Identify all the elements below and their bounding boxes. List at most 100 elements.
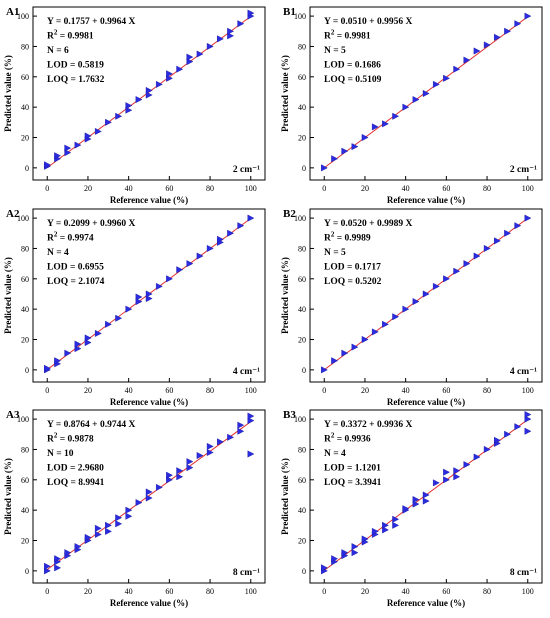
data-point [247, 450, 255, 458]
data-point [94, 329, 102, 337]
resolution-label: 8 cm⁻¹ [510, 568, 537, 578]
x-tick-label: 40 [402, 587, 410, 596]
panel-label: B1 [283, 6, 296, 18]
stat-r-squared: R2 = 0.9981 [47, 29, 94, 42]
data-point [115, 112, 123, 120]
x-tick-label: 100 [245, 184, 257, 193]
y-tick-label: 20 [298, 537, 306, 546]
resolution-label: 2 cm⁻¹ [510, 165, 537, 175]
x-tick-label: 20 [361, 184, 369, 193]
y-tick-label: 40 [298, 305, 306, 314]
x-tick-label: 40 [125, 184, 133, 193]
data-point [463, 461, 471, 469]
data-point [227, 229, 235, 237]
data-point [155, 483, 163, 491]
y-tick-label: 0 [25, 164, 29, 173]
data-point [402, 103, 410, 111]
data-point [217, 235, 224, 243]
data-point [483, 244, 491, 252]
x-tick-label: 80 [483, 386, 491, 395]
x-tick-label: 100 [522, 386, 534, 395]
data-point [361, 535, 369, 543]
data-point [237, 20, 245, 28]
x-axis-title: Reference value (%) [387, 397, 465, 407]
x-axis-title: Reference value (%) [110, 195, 188, 205]
y-tick-label: 40 [21, 506, 29, 515]
stat-line: LOD = 0.6955 [47, 263, 104, 273]
data-point [463, 260, 471, 268]
y-tick-label: 0 [302, 567, 306, 576]
stat-r-squared: R2 = 0.9936 [324, 432, 371, 445]
x-tick-label: 100 [522, 184, 534, 193]
data-point [135, 499, 143, 507]
panel-a2: 0 20 40 60 80 100 0 20 40 60 80 100 Reference value … [3, 208, 266, 407]
y-tick-label: 60 [21, 73, 29, 82]
x-tick-label: 100 [245, 587, 257, 596]
data-point [412, 298, 420, 306]
data-point [321, 164, 328, 172]
data-point [125, 506, 133, 514]
plot-frame [32, 6, 266, 181]
data-point [453, 473, 461, 481]
data-point [84, 334, 92, 342]
x-tick-label: 60 [165, 184, 173, 193]
data-point [402, 305, 410, 313]
data-point [361, 133, 369, 142]
data-point [186, 464, 194, 472]
data-point [227, 27, 235, 35]
data-point [361, 335, 369, 344]
y-tick-label: 20 [298, 336, 306, 345]
y-tick-label: 60 [298, 73, 306, 82]
data-point [135, 293, 143, 301]
data-point [453, 267, 461, 275]
data-point [412, 96, 420, 104]
data-point [145, 488, 153, 496]
data-point [351, 343, 359, 351]
data-point [524, 12, 532, 20]
data-point [443, 275, 450, 283]
x-tick-label: 40 [402, 386, 410, 395]
data-point [504, 229, 512, 237]
data-point [247, 214, 255, 222]
data-point [94, 530, 102, 538]
data-point [443, 476, 450, 484]
x-tick-label: 60 [442, 386, 450, 395]
stat-line: Y = 0.0510 + 0.9956 X [324, 17, 412, 27]
data-point [155, 80, 163, 88]
x-tick-label: 40 [125, 386, 133, 395]
data-point [412, 496, 420, 504]
stat-r-squared: R2 = 0.9878 [47, 432, 94, 445]
regression-line [46, 421, 252, 570]
data-point [64, 349, 72, 357]
y-axis-title: Predicted value (%) [3, 257, 13, 334]
data-point [422, 290, 430, 298]
data-point [217, 35, 224, 43]
data-point [494, 33, 501, 41]
stat-line: N = 5 [324, 46, 346, 56]
data-point [247, 412, 255, 420]
data-point [115, 314, 123, 322]
x-tick-label: 0 [322, 587, 326, 596]
y-tick-label: 20 [21, 134, 29, 143]
y-tick-label: 20 [21, 336, 29, 345]
panel-a3: 0 20 40 60 80 100 0 20 40 60 80 100 Reference value … [3, 409, 266, 608]
x-axis-title: Reference value (%) [110, 397, 188, 407]
data-point [432, 479, 440, 487]
data-point [504, 430, 512, 438]
data-point [84, 339, 92, 347]
data-point [44, 567, 51, 575]
data-point [321, 366, 328, 374]
data-point [206, 244, 214, 252]
data-point [64, 149, 72, 157]
stat-line: Y = 0.2099 + 0.9960 X [47, 219, 135, 229]
data-point [196, 252, 204, 260]
data-point [351, 543, 359, 551]
data-point [125, 512, 133, 520]
data-point [145, 91, 153, 99]
x-tick-label: 80 [206, 386, 214, 395]
x-tick-label: 80 [483, 587, 491, 596]
panel-b3: 0 20 40 60 80 100 0 20 40 60 80 100 Reference value … [280, 409, 543, 608]
x-tick-label: 0 [45, 386, 49, 395]
y-tick-label: 80 [21, 42, 29, 51]
data-point [206, 42, 214, 50]
